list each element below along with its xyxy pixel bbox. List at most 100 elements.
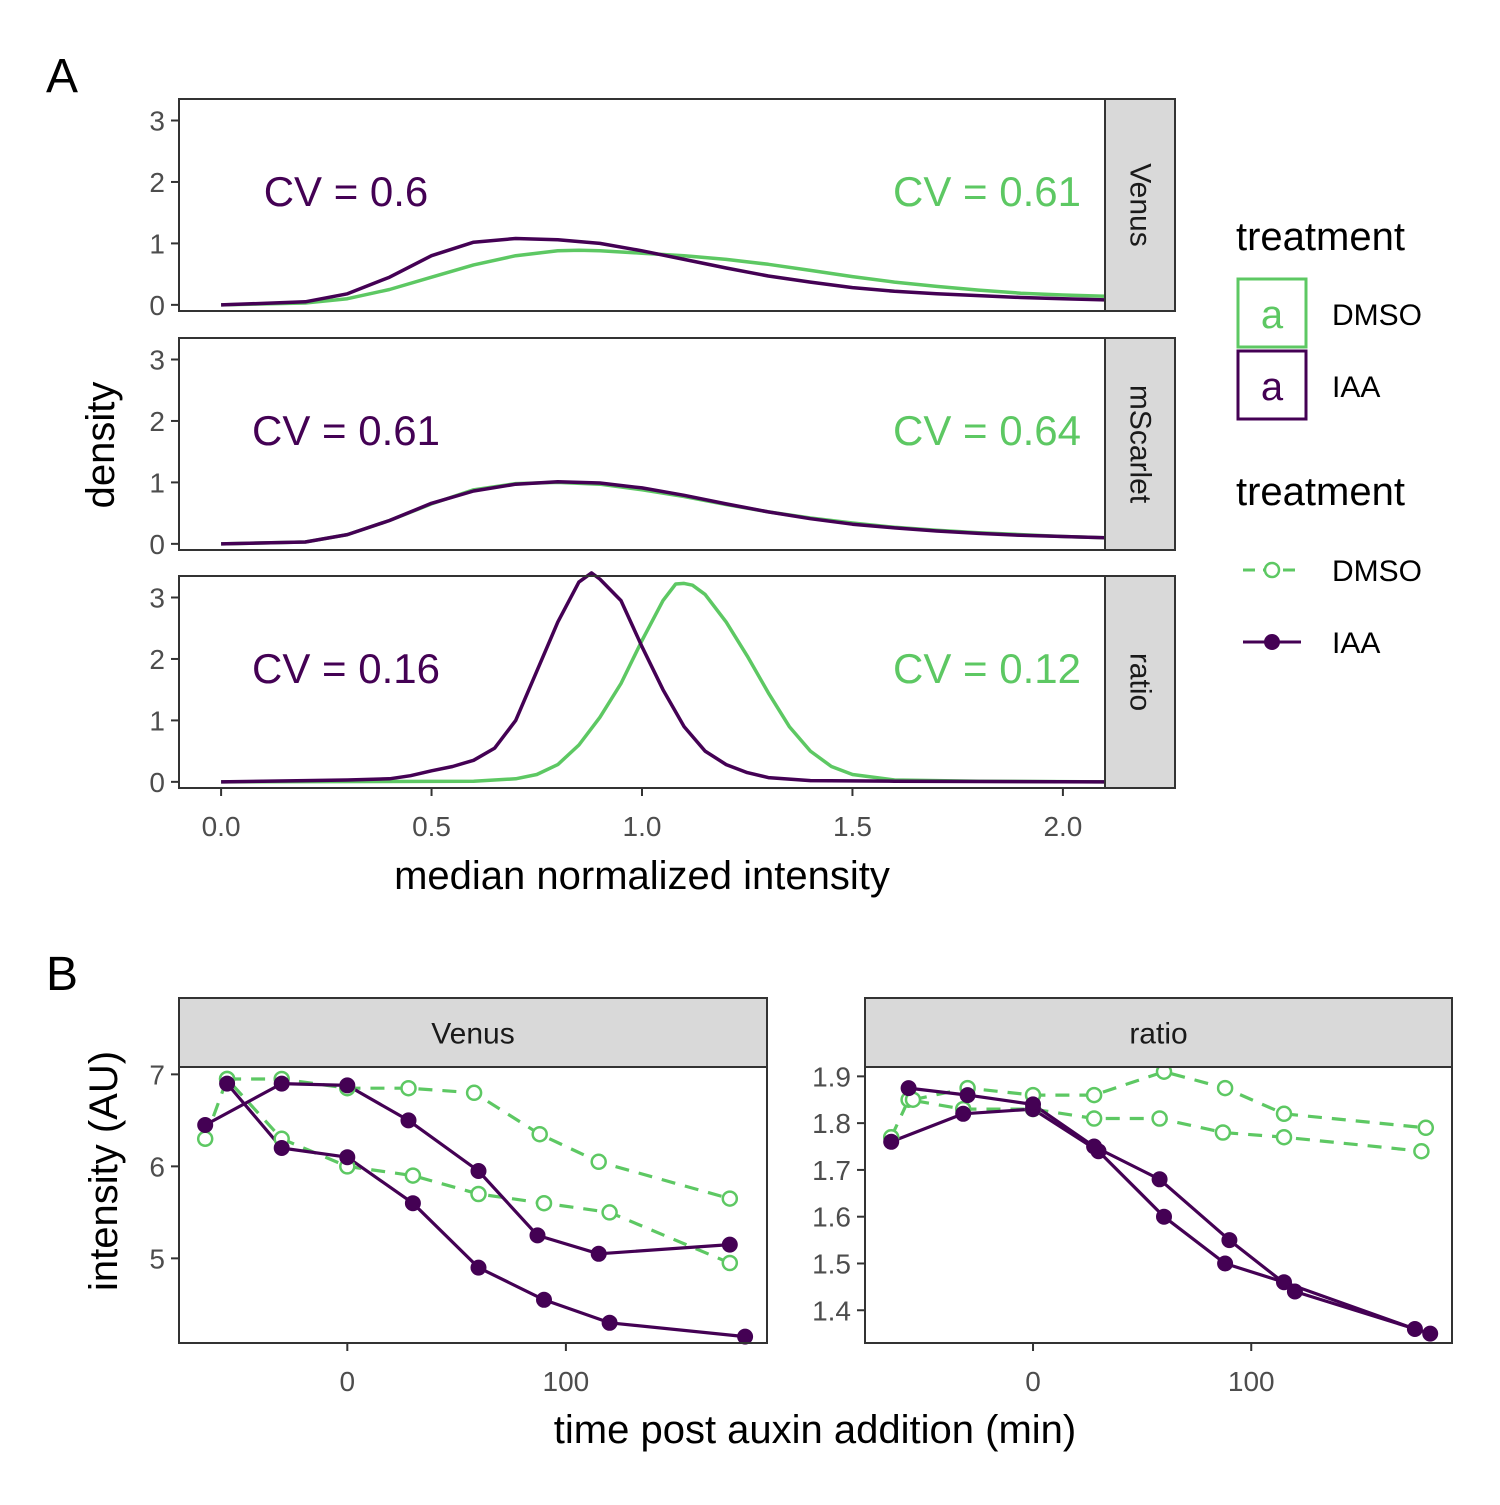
panel-b-ratio-y-tick-label: 1.4 (812, 1295, 851, 1326)
panel-b-venus-y-tick-label: 7 (149, 1059, 165, 1090)
legend-line-key-dmso (1243, 561, 1301, 579)
legend-text-key-iaa-box (1236, 349, 1308, 421)
panel-b-ratio-point-iaa-1 (955, 1105, 972, 1122)
panel-a-facet-venus: 0 1 2 3 CV = 0.6 CV = 0.61 Venus (149, 98, 1176, 321)
panel-b-ratio-point-iaa-2 (1286, 1283, 1303, 1300)
panel-b-venus-point-iaa-1 (529, 1227, 546, 1244)
panel-b-facet-ratio: 1.4 1.5 1.6 1.7 1.8 1.9 0 100 ratio (812, 997, 1453, 1397)
panel-a-ratio-y-tick-label: 1 (149, 705, 165, 736)
panel-a-venus-cv-annotation-iaa: CV = 0.6 (264, 168, 429, 215)
panel-b-venus-point-iaa-2 (601, 1314, 618, 1331)
panel-b-venus-point-iaa-1 (197, 1117, 214, 1133)
legend-line-key-dmso-point (1263, 561, 1281, 579)
panel-b-venus-point-iaa-1 (721, 1236, 738, 1253)
panel-b-ratio-point-iaa-2 (1086, 1138, 1103, 1155)
panel-b-venus-point-dmso-1 (721, 1254, 739, 1272)
panel-b-venus-point-dmso-1 (470, 1185, 487, 1203)
panel-a-x-axis: 0.0 0.5 1.0 1.5 2.0 (202, 788, 1082, 842)
legend-text-key-dmso-glyph: a (1261, 293, 1284, 337)
panel-b-ratio-x-tick-label: 0 (1025, 1366, 1041, 1397)
panel-b-venus-point-dmso-1 (404, 1167, 422, 1184)
panel-a-mscarlet-y-tick-label: 0 (149, 529, 165, 560)
panel-a-mscarlet-strip (1104, 337, 1176, 551)
panel-b-ratio-point-iaa-2 (1221, 1232, 1238, 1249)
panel-b-ratio-plot-area (865, 1067, 1452, 1343)
panel-b-venus-point-iaa-1 (339, 1077, 356, 1094)
panel-a-y-axis-title: density (79, 382, 123, 509)
legend-text-label-iaa: IAA (1332, 371, 1380, 404)
panel-a-x-tick-label: 2.0 (1043, 811, 1082, 842)
panel-a-venus-y-tick-label: 0 (149, 290, 165, 321)
legend-text-key-iaa-glyph: a (1261, 365, 1284, 409)
panel-b-venus-point-dmso-1 (535, 1194, 553, 1212)
panel-b-venus-plot-area (179, 1067, 767, 1343)
panel-a-x-tick-label: 1.0 (623, 811, 662, 842)
panel-b-venus-point-iaa-2 (536, 1291, 552, 1308)
panel-a-ratio-density-line-iaa (221, 571, 1106, 784)
panel-b-ratio-line-iaa-1 (890, 1107, 1416, 1331)
panel-a-x-axis-title: median normalized intensity (394, 854, 890, 898)
panel-b-venus-point-iaa-2 (273, 1140, 290, 1156)
panel-b-venus-y-tick-label: 5 (149, 1243, 165, 1274)
panel-a-mscarlet-y-tick-label: 3 (149, 345, 165, 376)
panel-b-ratio-line-dmso-2 (912, 1070, 1426, 1130)
panel-a-ratio-strip-label: ratio (1124, 653, 1157, 711)
panel-b-venus-point-iaa-1 (590, 1245, 607, 1262)
panel-b-venus-point-iaa-2 (339, 1149, 356, 1166)
panel-a-venus-density-line-iaa (221, 236, 1106, 307)
panel-b-ratio-point-iaa-2 (900, 1080, 917, 1097)
legend-line-key-iaa-point (1264, 634, 1280, 650)
legend-line-label-dmso: DMSO (1332, 555, 1422, 588)
panel-a-venus-cv-annotation-dmso: CV = 0.61 (893, 168, 1081, 215)
panel-b-ratio-point-iaa-2 (1422, 1325, 1439, 1342)
panel-a-ratio-cv-annotation-iaa: CV = 0.16 (252, 645, 440, 692)
panel-a-mscarlet-strip-label: mScarlet (1124, 385, 1157, 504)
panel-a-ratio-y-tick-label: 0 (149, 767, 165, 798)
legend-line-label-iaa: IAA (1332, 627, 1380, 660)
panel-b-venus-point-dmso-2 (531, 1125, 548, 1143)
panel-b-ratio-point-dmso-1 (1275, 1128, 1293, 1146)
panel-a-venus-y-tick-label: 2 (149, 167, 165, 198)
panel-b-ratio-point-iaa-1 (1156, 1208, 1172, 1225)
panel-a-ratio-cv-annotation-dmso: CV = 0.12 (893, 645, 1081, 692)
panel-b-ratio-point-dmso-1 (1413, 1142, 1430, 1160)
panel-a-facet-mscarlet: 0 1 2 3 CV = 0.61 CV = 0.64 mScarlet (149, 337, 1176, 560)
panel-b-ratio-point-iaa-1 (1406, 1321, 1423, 1337)
panel-a-ratio-density-line-dmso (221, 581, 1106, 784)
panel-b-venus-x-tick-label: 0 (340, 1366, 356, 1397)
panel-a-ratio-y-tick-label: 3 (149, 583, 165, 614)
panel-a-ratio-strip (1104, 575, 1176, 789)
panel-a-x-tick-label: 0.0 (202, 811, 241, 842)
panel-b-ratio-point-iaa-2 (1025, 1096, 1041, 1113)
panel-a-mscarlet-y-tick-label: 2 (149, 406, 165, 437)
panel-b-ratio-strip-label: ratio (1129, 1018, 1187, 1051)
panel-b-ratio-x-tick-label: 100 (1228, 1366, 1275, 1397)
panel-a-mscarlet-cv-annotation-dmso: CV = 0.64 (893, 407, 1081, 454)
panel-b-ratio-y-tick-label: 1.5 (812, 1248, 851, 1279)
panel-b-venus-y-tick-label: 6 (149, 1151, 165, 1182)
panel-b-ratio-point-dmso-1 (1085, 1110, 1103, 1127)
legend: treatment a DMSO a IAA treatment DMSO IA… (1236, 215, 1422, 660)
panel-a-venus-y-tick-label: 3 (149, 106, 165, 137)
panel-b-ratio-strip (864, 997, 1453, 1068)
panel-b-y-axis-title: intensity (AU) (82, 1051, 126, 1291)
panel-b-ratio-point-iaa-2 (1151, 1171, 1168, 1188)
panel-b-venus-strip (178, 997, 768, 1068)
panel-a-x-tick-label: 0.5 (412, 811, 451, 842)
panel-a-facet-ratio: 0 1 2 3 CV = 0.16 CV = 0.12 ratio (149, 571, 1176, 798)
panel-b-venus-strip-label: Venus (431, 1018, 514, 1051)
panel-b-venus-point-iaa-2 (219, 1075, 236, 1092)
panel-b-ratio-y-tick-label: 1.6 (812, 1202, 851, 1233)
panel-b-facet-venus: 5 6 7 0 100 Venus (149, 997, 768, 1397)
panel-a-tag: A (46, 50, 78, 103)
panel-b-venus-point-dmso-2 (465, 1084, 483, 1102)
panel-b-ratio-point-iaa-2 (959, 1087, 976, 1104)
panel-a-ratio-plot-area (179, 576, 1105, 788)
panel-b-venus-line-dmso-1 (203, 1077, 731, 1265)
panel-b-ratio-y-tick-label: 1.8 (812, 1108, 851, 1139)
panel-b-ratio-y-tick-label: 1.7 (812, 1155, 851, 1186)
panel-b-ratio-point-iaa-1 (883, 1133, 900, 1150)
panel-b-ratio-y-tick-label: 1.9 (812, 1061, 851, 1092)
